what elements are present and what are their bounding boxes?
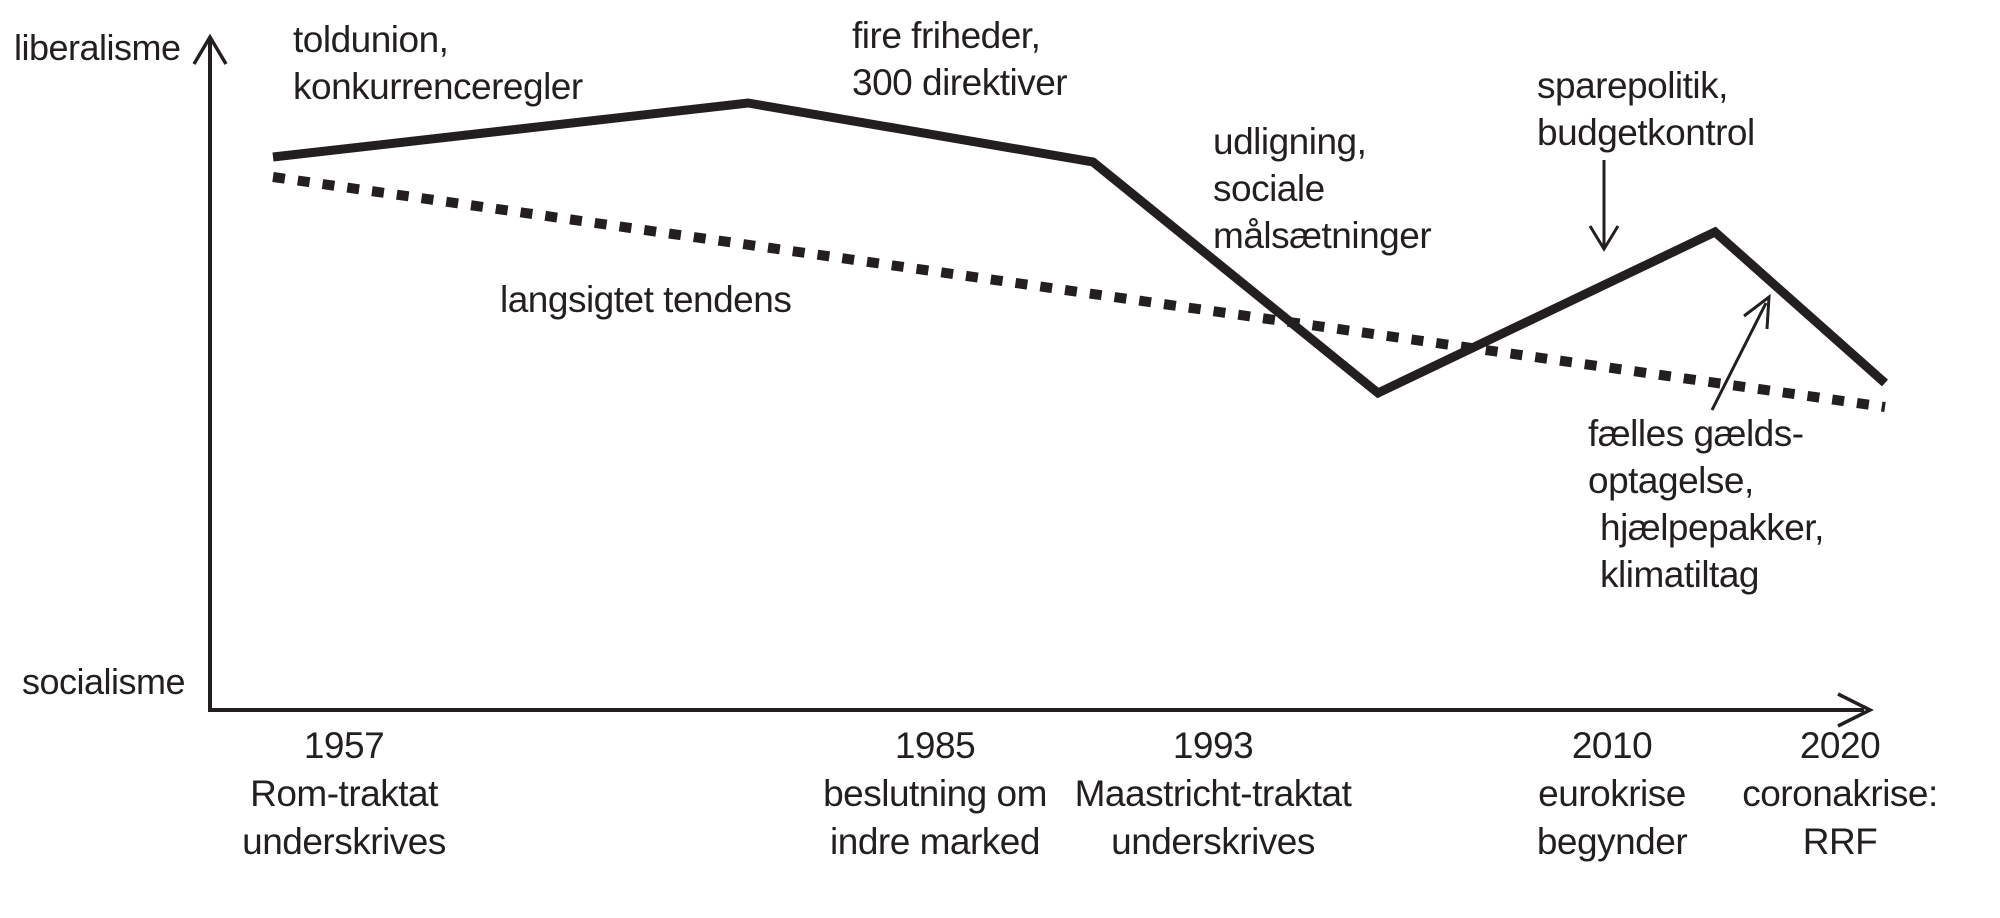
annotation-faelles-gaeld: fælles gælds- optagelse, hjælpepakker, k… xyxy=(1588,410,1824,598)
tick-year: 1985 xyxy=(894,725,976,766)
annotation-line: fire friheder, xyxy=(852,15,1041,56)
annotation-line: hjælpepakker, xyxy=(1600,507,1824,548)
tick-1985: 1985 beslutning om indre marked xyxy=(823,722,1047,866)
annotation-udligning: udligning, sociale målsætninger xyxy=(1213,118,1432,259)
tick-1993: 1993 Maastricht-traktat underskrives xyxy=(1075,722,1352,866)
annotation-line: optagelse, xyxy=(1588,460,1754,501)
annotation-toldunion: toldunion, konkurrenceregler xyxy=(293,16,583,110)
annotation-line: udligning, xyxy=(1213,121,1367,162)
tick-label-line: Rom-traktat xyxy=(250,773,438,814)
tick-year: 1957 xyxy=(303,725,385,766)
tick-label-line: indre marked xyxy=(830,821,1040,862)
tick-label-line: underskrives xyxy=(1111,821,1315,862)
trend-line-label: langsigtet tendens xyxy=(500,279,792,320)
up-arrow-icon xyxy=(1710,293,1771,411)
y-axis-label-liberalisme: liberalisme xyxy=(14,27,181,68)
annotation-line: fælles gælds- xyxy=(1588,413,1804,454)
annotation-line: sociale xyxy=(1213,168,1325,209)
tick-1957: 1957 Rom-traktat underskrives xyxy=(242,722,446,866)
tick-2020: 2020 coronakrise: RRF xyxy=(1742,722,1938,866)
annotation-line: målsætninger xyxy=(1213,215,1432,256)
tick-year: 2010 xyxy=(1571,725,1653,766)
annotation-line: toldunion, xyxy=(293,19,449,60)
trend-line xyxy=(272,172,1886,412)
tick-year: 1993 xyxy=(1172,725,1254,766)
tick-label-line: begynder xyxy=(1536,821,1688,862)
annotation-line: budgetkontrol xyxy=(1537,112,1755,153)
tick-label-line: underskrives xyxy=(242,821,446,862)
annotation-line: konkurrenceregler xyxy=(293,66,583,107)
down-arrow-icon xyxy=(1588,160,1620,252)
tick-label-line: eurokrise xyxy=(1538,773,1686,814)
x-axis-arrowhead-icon xyxy=(1837,692,1874,728)
annotation-line: sparepolitik, xyxy=(1537,65,1728,106)
tick-label-line: beslutning om xyxy=(823,773,1047,814)
annotation-fire-friheder: fire friheder, 300 direktiver xyxy=(852,12,1068,106)
y-axis-arrowhead-icon xyxy=(192,33,228,65)
tick-label-line: RRF xyxy=(1802,821,1878,862)
tick-label-line: coronakrise: xyxy=(1742,773,1938,814)
annotation-line: klimatiltag xyxy=(1600,554,1759,595)
tick-year: 2020 xyxy=(1799,725,1881,766)
tick-2010: 2010 eurokrise begynder xyxy=(1536,722,1688,866)
policy-line xyxy=(272,98,1888,399)
annotation-line: 300 direktiver xyxy=(852,62,1068,103)
annotation-sparepolitik: sparepolitik, budgetkontrol xyxy=(1537,62,1755,156)
y-axis-label-socialisme: socialisme xyxy=(22,661,186,702)
tick-label-line: Maastricht-traktat xyxy=(1074,773,1352,814)
